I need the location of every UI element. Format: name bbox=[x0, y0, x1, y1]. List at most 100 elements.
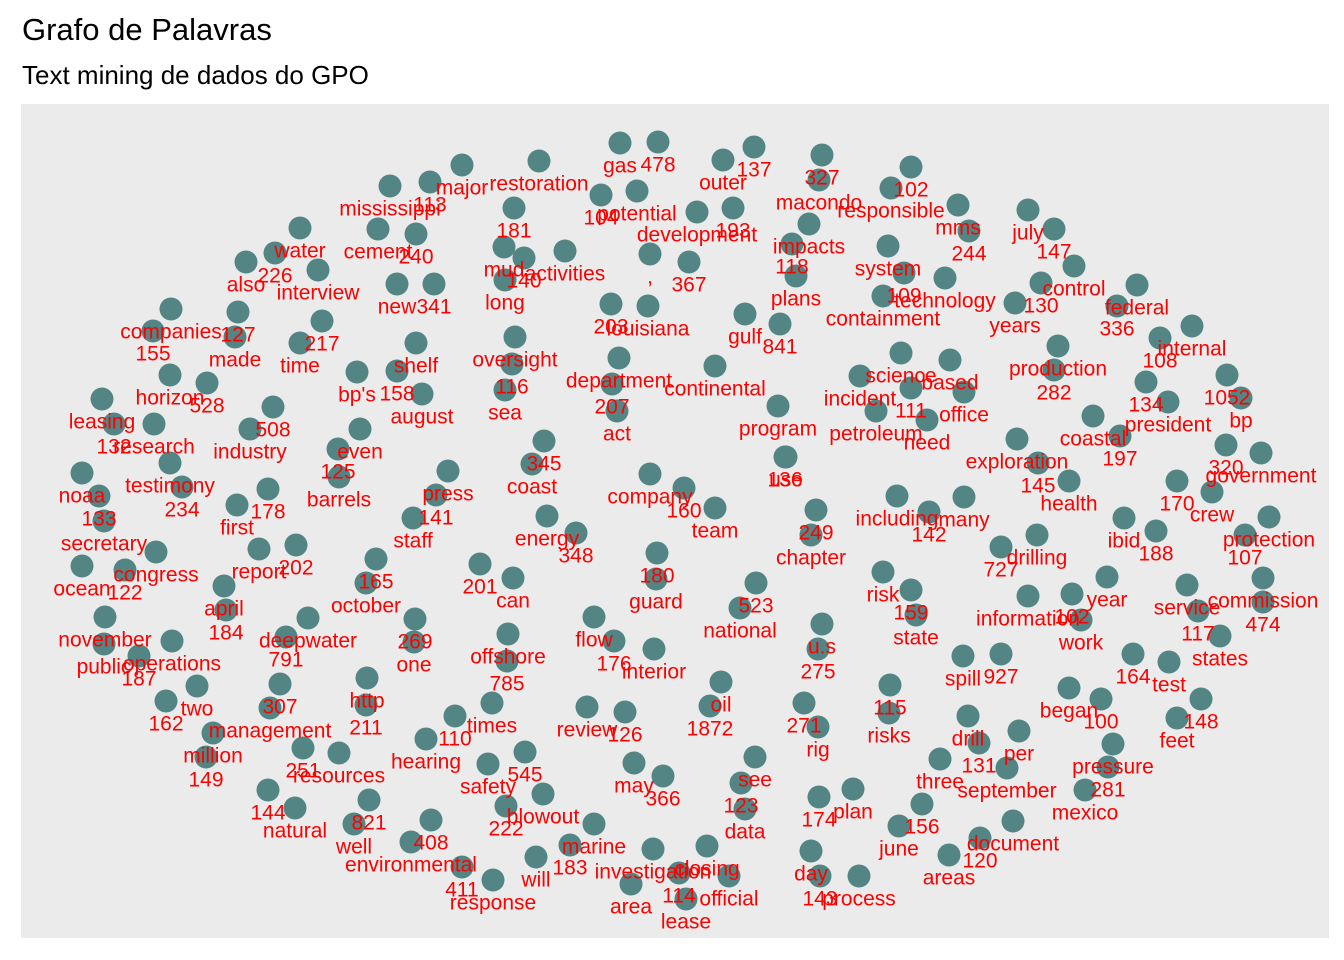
node-label-million: million bbox=[183, 745, 243, 768]
node-many bbox=[952, 485, 976, 509]
node-282 bbox=[1042, 358, 1066, 382]
node-information bbox=[1016, 584, 1040, 608]
node-report bbox=[247, 537, 271, 561]
node-production bbox=[1046, 334, 1070, 358]
node-chapter bbox=[799, 523, 823, 547]
node-label-flow: flow bbox=[575, 629, 613, 652]
node-160 bbox=[672, 476, 696, 500]
node-label-containment: containment bbox=[826, 308, 941, 331]
node-president bbox=[1156, 390, 1180, 414]
node-label-data: data bbox=[725, 821, 766, 844]
node-label-107: 107 bbox=[1227, 547, 1262, 570]
node-team bbox=[703, 496, 727, 520]
node-251 bbox=[291, 736, 315, 760]
node-label-201: 201 bbox=[462, 576, 497, 599]
node-first bbox=[225, 493, 249, 517]
node-label-interview: interview bbox=[277, 282, 361, 305]
node-label-guard: guard bbox=[629, 591, 683, 614]
node-188 bbox=[1144, 519, 1168, 543]
node-feet bbox=[1165, 706, 1189, 730]
node-label-145: 145 bbox=[1020, 475, 1055, 498]
node-control bbox=[1062, 254, 1086, 278]
node-111 bbox=[899, 376, 923, 400]
node-label-test: test bbox=[1152, 674, 1186, 697]
node-141 bbox=[424, 483, 448, 507]
node-national bbox=[728, 596, 752, 620]
node-249 bbox=[804, 498, 828, 522]
node-label-165: 165 bbox=[358, 571, 393, 594]
chart-subtitle: Text mining de dados do GPO bbox=[22, 60, 369, 90]
node-113 bbox=[418, 170, 442, 194]
node-109 bbox=[892, 261, 916, 285]
node-164 bbox=[1121, 642, 1145, 666]
node-label-251: 251 bbox=[285, 760, 320, 783]
node-label-years: years bbox=[989, 315, 1040, 338]
node-label-271: 271 bbox=[786, 715, 821, 738]
node-label-131: 131 bbox=[961, 755, 996, 778]
node-long bbox=[493, 268, 517, 292]
node-label-137: 137 bbox=[736, 159, 771, 182]
node-label-coastal: coastal bbox=[1060, 428, 1127, 451]
node-545 bbox=[513, 740, 537, 764]
node-281 bbox=[1096, 755, 1120, 779]
node-continental bbox=[703, 354, 727, 378]
node-industry bbox=[238, 417, 262, 441]
node-interview bbox=[306, 258, 330, 282]
node-label-127: 127 bbox=[220, 324, 255, 347]
node-label-180: 180 bbox=[639, 565, 674, 588]
node-label-activities: activities bbox=[525, 263, 606, 286]
node-label-safety: safety bbox=[460, 776, 517, 799]
node-label-including: including bbox=[856, 508, 939, 531]
node-130 bbox=[1029, 271, 1053, 295]
node-congress bbox=[144, 540, 168, 564]
node-307 bbox=[268, 672, 292, 696]
node-785 bbox=[495, 649, 519, 673]
node-label-resources: resources bbox=[293, 765, 385, 788]
node-label-120: 120 bbox=[962, 850, 997, 873]
node-including bbox=[885, 484, 909, 508]
node-label-review: review bbox=[557, 719, 619, 742]
node-116 bbox=[500, 352, 524, 376]
node-label-plans: plans bbox=[771, 288, 821, 311]
node-label-team: team bbox=[692, 520, 739, 543]
node-internal bbox=[1180, 314, 1204, 338]
node-label-time: time bbox=[280, 355, 320, 378]
node-label-791: 791 bbox=[268, 649, 303, 672]
node-energy bbox=[535, 504, 559, 528]
node-label-shelf: shelf bbox=[394, 355, 439, 378]
node-1052 bbox=[1215, 363, 1239, 387]
node-label-149: 149 bbox=[188, 769, 223, 792]
node-label-noaa: noaa bbox=[59, 485, 106, 508]
node-label-spill: spill bbox=[945, 668, 981, 691]
nodes-layer bbox=[70, 130, 1281, 911]
node-lease bbox=[674, 887, 698, 911]
node-label-174: 174 bbox=[801, 809, 836, 832]
node-even bbox=[348, 417, 372, 441]
node-114 bbox=[667, 861, 691, 885]
node-began bbox=[1057, 676, 1081, 700]
node-841 bbox=[768, 312, 792, 336]
node-impacts bbox=[797, 212, 821, 236]
node-label-lease: lease bbox=[661, 911, 711, 934]
node-label-841: 841 bbox=[762, 336, 797, 359]
node-label-macondo: macondo bbox=[776, 192, 862, 215]
node-interior bbox=[642, 637, 666, 661]
node-336 bbox=[1105, 294, 1129, 318]
node-187 bbox=[127, 644, 151, 668]
node-label-159: 159 bbox=[893, 602, 928, 625]
node-october bbox=[354, 571, 378, 595]
node-label-science: science bbox=[865, 365, 936, 388]
node-activities bbox=[553, 239, 577, 263]
node-label-offshore: offshore bbox=[470, 646, 546, 669]
node-102 bbox=[899, 155, 923, 179]
node-label-269: 269 bbox=[397, 631, 432, 654]
node-label-restoration: restoration bbox=[489, 173, 588, 196]
node-133 bbox=[87, 484, 111, 508]
node-193 bbox=[721, 196, 745, 220]
node-label-234: 234 bbox=[164, 499, 199, 522]
node-responsible bbox=[879, 176, 903, 200]
node-program bbox=[766, 394, 790, 418]
node-label-528: 528 bbox=[189, 395, 224, 418]
node-cement bbox=[366, 217, 390, 241]
